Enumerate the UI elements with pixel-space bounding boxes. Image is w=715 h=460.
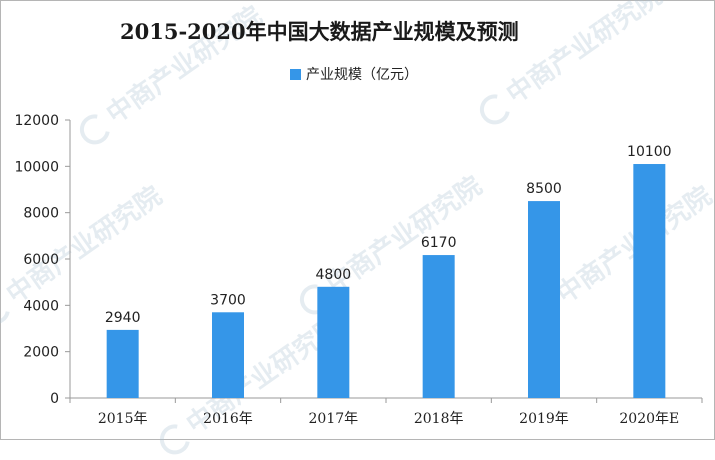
data-label: 6170	[421, 235, 457, 251]
y-tick-label: 4000	[23, 298, 59, 314]
x-tick-label: 2018年	[414, 411, 464, 427]
bar	[317, 286, 350, 398]
bar	[422, 255, 455, 398]
chart-title: 2015-2020年中国大数据产业规模及预测	[120, 19, 519, 44]
legend: 产业规模（亿元）	[290, 64, 418, 84]
data-label: 10100	[627, 144, 672, 160]
data-label: 8500	[526, 181, 562, 197]
data-label: 3700	[210, 292, 246, 308]
y-tick-label: 0	[50, 391, 59, 407]
bar	[212, 312, 244, 398]
y-tick-label: 10000	[14, 159, 59, 175]
data-label: 2940	[105, 310, 141, 326]
x-tick-label: 2017年	[309, 411, 359, 427]
y-tick-label: 6000	[23, 252, 59, 268]
x-tick-label: 2020年E	[619, 411, 679, 427]
y-tick-label: 8000	[23, 206, 59, 222]
bar	[633, 164, 666, 398]
y-tick-label: 2000	[23, 345, 59, 361]
bar	[106, 329, 139, 398]
x-tick-label: 2019年	[519, 411, 569, 427]
legend-swatch	[290, 68, 301, 80]
y-tick-label: 12000	[14, 113, 59, 129]
bar-chart: 0 2000 4000 6000 8000 10000 12000 2940 2015年 3700…	[14, 113, 703, 427]
data-label: 4800	[316, 267, 352, 283]
legend-label: 产业规模（亿元）	[306, 67, 418, 83]
x-tick-label: 2015年	[98, 411, 148, 427]
x-tick-label: 2016年	[203, 411, 253, 427]
bar	[528, 201, 560, 398]
